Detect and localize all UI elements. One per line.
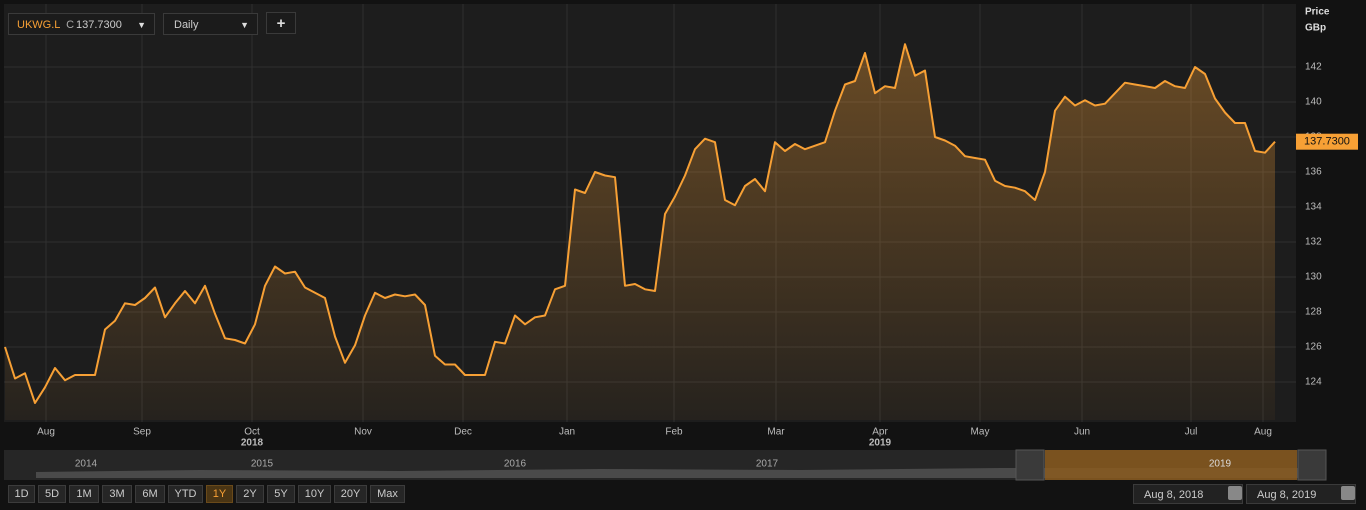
interval: Daily — [174, 19, 199, 31]
x-tick-label: Jan — [559, 427, 575, 438]
y-tick-label: 142 — [1305, 62, 1322, 73]
interval-select[interactable]: Daily ▼ — [163, 13, 258, 35]
calendar-icon[interactable] — [1228, 486, 1242, 500]
year-label: 2018 — [241, 438, 264, 449]
navigator-year: 2017 — [756, 459, 779, 470]
year-label: 2019 — [869, 438, 892, 449]
symbol: UKWG.L — [17, 19, 60, 31]
navigator-year: 2014 — [75, 459, 98, 470]
x-tick-label: Apr — [872, 427, 888, 438]
x-tick-label: Mar — [767, 427, 785, 438]
close-prefix: C — [66, 19, 75, 31]
x-tick-label: Oct — [244, 427, 260, 438]
navigator-series — [36, 468, 1300, 478]
navigator-year: 2015 — [251, 459, 274, 470]
range-button[interactable]: 20Y — [334, 485, 367, 503]
price-line — [4, 43, 1276, 404]
navigator-year: 2019 — [1209, 459, 1232, 470]
y-tick-label: 136 — [1305, 167, 1322, 178]
start-date[interactable]: Aug 8, 2018 — [1133, 484, 1243, 504]
calendar-icon[interactable] — [1341, 486, 1355, 500]
area — [5, 44, 1275, 420]
navigator-handle[interactable] — [1015, 449, 1045, 481]
range-button[interactable]: 6M — [135, 485, 165, 503]
axis-title: Price — [1305, 7, 1330, 18]
last-price-tag — [1296, 133, 1358, 150]
y-tick-label: 130 — [1305, 272, 1322, 283]
axis-unit: GBp — [1305, 23, 1326, 34]
add-button[interactable]: + — [266, 12, 296, 34]
close-value: 137.7300 — [76, 19, 122, 31]
range-button[interactable]: 1Y — [206, 485, 233, 503]
x-tick-label: Aug — [1254, 427, 1272, 438]
y-tick-label: 126 — [1305, 342, 1322, 353]
x-tick-label: Feb — [665, 427, 683, 438]
range-button[interactable]: 10Y — [298, 485, 331, 503]
range-button[interactable]: 1M — [69, 485, 99, 503]
range-button[interactable]: YTD — [168, 485, 203, 503]
y-tick-label: 134 — [1305, 202, 1322, 213]
y-tick-label: 132 — [1305, 237, 1322, 248]
last-price-label: 137.7300 — [1304, 136, 1350, 148]
range-button[interactable]: 2Y — [236, 485, 264, 503]
x-tick-label: Jun — [1074, 427, 1090, 438]
symbol-box[interactable]: UKWG.L C 137.7300 ▼ — [8, 13, 155, 35]
x-tick-label: Nov — [354, 427, 372, 438]
range-button[interactable]: Max — [370, 485, 405, 503]
end-date[interactable]: Aug 8, 2019 — [1246, 484, 1356, 504]
range-button[interactable]: 3M — [102, 485, 132, 503]
x-tick-label: Aug — [37, 427, 55, 438]
y-tick-label: 128 — [1305, 307, 1322, 318]
range-button[interactable]: 5D — [38, 485, 66, 503]
y-tick-label: 140 — [1305, 97, 1322, 108]
x-tick-label: May — [971, 427, 990, 438]
x-tick-label: Dec — [454, 427, 472, 438]
navigator-selection[interactable] — [1045, 450, 1297, 480]
range-button[interactable]: 1D — [8, 485, 35, 503]
x-tick-label: Jul — [1185, 427, 1198, 438]
x-tick-label: Sep — [133, 427, 151, 438]
navigator-handle[interactable] — [1297, 449, 1327, 481]
y-tick-label: 124 — [1305, 377, 1322, 388]
range-button[interactable]: 5Y — [267, 485, 295, 503]
navigator-year: 2016 — [504, 459, 527, 470]
